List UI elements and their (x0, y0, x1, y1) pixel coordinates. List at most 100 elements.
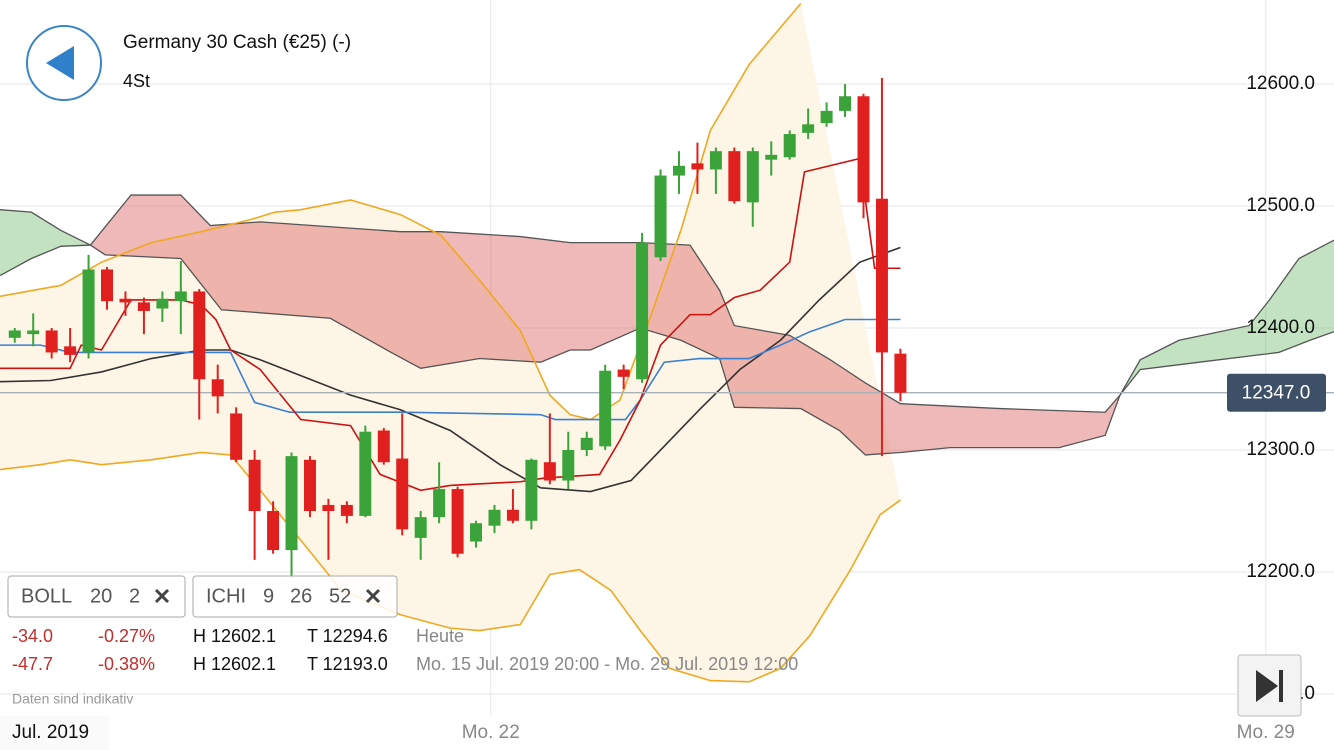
stat-text: -47.7 (12, 654, 53, 674)
candle-body (839, 96, 852, 111)
candle-body (27, 330, 40, 335)
candle-body (488, 509, 501, 526)
candle-body (211, 379, 224, 397)
candle-body (248, 459, 261, 512)
cloud-span-b (0, 194, 1334, 413)
candle-body (101, 269, 114, 302)
stat-text: -0.27% (98, 626, 155, 646)
candle-body (119, 298, 132, 303)
last-price-badge (1227, 373, 1326, 412)
x-tick-label: Mo. 22 (462, 722, 520, 743)
candle-body (580, 437, 593, 451)
stats: -34.0 -0.27% H 12602.1 T 12294.6 Heute -47.7 -… (12, 626, 798, 674)
candle-body (285, 456, 298, 551)
candle-body (617, 369, 630, 377)
band-fill (0, 3, 901, 682)
chip-param: 2 (129, 585, 140, 607)
stat-text: T 12193.0 (307, 654, 388, 674)
chip-param: 20 (90, 585, 112, 607)
cloud-span-a (0, 209, 1334, 456)
y-tick-label: 12400.0 (1246, 317, 1315, 338)
chip-box[interactable] (7, 575, 186, 618)
indicator-chip[interactable]: ICHI 9 26 52 (192, 575, 398, 618)
candle-body (709, 151, 722, 170)
bollinger-middle (0, 246, 901, 493)
candle-body (857, 96, 870, 203)
cloud-fill (0, 209, 91, 276)
back-arrow[interactable] (46, 46, 74, 80)
stat-text: T 12294.6 (307, 626, 388, 646)
candle-body (377, 430, 390, 463)
chip-param: 52 (329, 585, 351, 607)
stat-text: H 12602.1 (193, 626, 276, 646)
candle-body (783, 134, 796, 158)
candle-body (672, 165, 685, 176)
last-price-label: 12347.0 (1242, 383, 1311, 404)
candle-body (174, 291, 187, 302)
stat-text: -34.0 (12, 626, 53, 646)
candle-body (359, 431, 372, 516)
candle-body (451, 489, 464, 554)
plot-area (0, 0, 1334, 715)
cloud-fill (90, 195, 1120, 455)
y-tick-label: 12200.0 (1246, 561, 1315, 582)
bollinger-upper (0, 3, 802, 421)
chip-close[interactable] (365, 588, 381, 604)
indicator-chip[interactable]: BOLL 20 2 (7, 575, 186, 618)
chip-param: 9 (263, 585, 274, 607)
candle-body (470, 523, 483, 542)
candle-body (414, 517, 427, 538)
stat-text: H 12602.1 (193, 654, 276, 674)
candle-body (765, 154, 778, 160)
candle-body (193, 291, 206, 380)
jump-bar[interactable] (1279, 670, 1283, 702)
candle-body (156, 298, 169, 309)
bollinger-lower (0, 451, 901, 683)
candle-body (562, 450, 575, 481)
y-tick-label: 12300.0 (1246, 439, 1315, 460)
x-tick-label: Mo. 29 (1237, 722, 1295, 743)
chip-name: ICHI (206, 585, 246, 607)
candle-body (525, 459, 538, 521)
candle-body (654, 175, 667, 258)
stat-text: -0.38% (98, 654, 155, 674)
candle-body (137, 302, 150, 311)
timeframe: 4St (123, 71, 150, 91)
candle-body (64, 346, 77, 355)
candle-body (303, 459, 316, 512)
candle-body (8, 330, 21, 338)
jump-to-end-button[interactable] (1237, 654, 1302, 717)
chip-param: 26 (290, 585, 312, 607)
candle-body (230, 413, 243, 460)
stat-text: Mo. 15 Jul. 2019 20:00 - Mo. 29 Jul. 201… (416, 654, 798, 674)
chip-close[interactable] (154, 588, 170, 604)
jump-arrow[interactable] (1256, 670, 1278, 702)
candle-body (746, 151, 759, 203)
y-tick-label: 12600.0 (1246, 73, 1315, 94)
candle-body (543, 462, 556, 481)
candle-body (875, 198, 888, 353)
candle-body (433, 489, 446, 518)
disclaimer: Daten sind indikativ (12, 691, 133, 707)
candle-body (599, 370, 612, 447)
candle-body (45, 330, 58, 353)
candle-body (802, 124, 815, 133)
kijun-line (0, 318, 901, 421)
instrument-title: Germany 30 Cash (€25) (-) (123, 32, 351, 53)
stat-text: Heute (416, 626, 464, 646)
candle-body (506, 509, 519, 521)
candle-body (396, 458, 409, 530)
back-button[interactable] (26, 25, 102, 101)
period-label: Jul. 2019 (12, 722, 89, 743)
chip-name: BOLL (21, 585, 72, 607)
candle-body (82, 269, 95, 353)
cloud-fill (1119, 240, 1334, 396)
chip-box[interactable] (192, 575, 398, 618)
period-label-bg (0, 716, 110, 750)
candle-body (728, 151, 741, 202)
candle-body (340, 504, 353, 516)
candle-body (267, 511, 280, 551)
candle-body (636, 242, 649, 380)
candle-body (691, 163, 704, 170)
